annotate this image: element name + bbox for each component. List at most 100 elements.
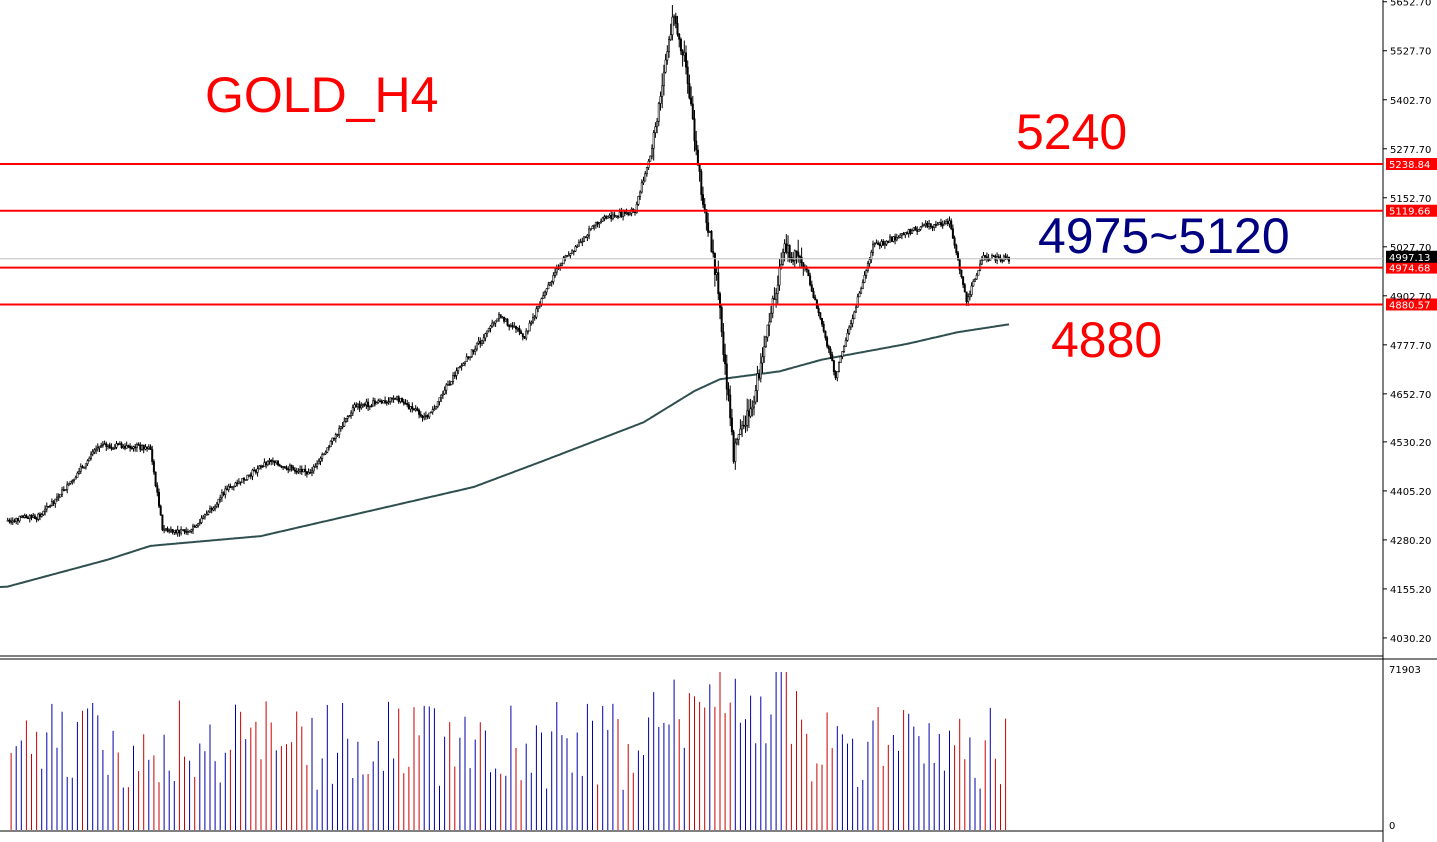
candle-body <box>824 330 827 338</box>
candle-body <box>312 466 315 472</box>
candle-body <box>701 194 704 205</box>
candle-body <box>885 240 888 245</box>
candle-body <box>683 52 686 56</box>
candle-body <box>307 472 310 475</box>
candle-body <box>577 242 580 247</box>
candle-body <box>276 460 279 466</box>
candle-body <box>217 498 220 505</box>
candle-body <box>963 284 966 293</box>
candle-body <box>613 214 616 217</box>
candle-body <box>38 513 41 517</box>
candle-body <box>639 191 642 197</box>
candle-body <box>166 528 169 532</box>
candle-body <box>275 460 278 463</box>
candle-body <box>129 446 132 449</box>
candle-body <box>877 242 880 245</box>
level-price-label: 5238.84 <box>1389 160 1430 171</box>
candle-body <box>120 443 123 449</box>
candle-body <box>764 336 767 348</box>
candle-body <box>154 471 157 486</box>
candle-body <box>499 314 502 318</box>
candle-body <box>135 443 138 449</box>
candle-body <box>807 269 810 277</box>
candle-body <box>59 493 62 498</box>
candle-body <box>953 237 956 246</box>
candle-body <box>832 360 835 373</box>
candle-body <box>418 410 421 415</box>
candle-body <box>314 466 317 468</box>
candle-body <box>530 321 533 324</box>
candle-body <box>686 66 689 84</box>
candle-body <box>1002 255 1005 261</box>
candle-body <box>302 468 305 473</box>
candle-body <box>164 528 167 530</box>
candle-body <box>327 446 330 448</box>
candle-body <box>115 443 118 448</box>
candle-body <box>316 463 319 467</box>
candle-body <box>548 282 551 286</box>
candle-body <box>147 446 150 449</box>
candle-body <box>717 272 720 294</box>
candle-body <box>856 296 859 308</box>
candle-body <box>55 496 58 500</box>
candle-body <box>137 443 140 446</box>
candle-body <box>30 514 33 518</box>
candle-body <box>373 400 376 405</box>
candle-body <box>565 255 568 257</box>
candle-body <box>525 330 528 339</box>
candle-body <box>628 212 631 215</box>
level-lines-layer: 5238.84 5119.66 4974.68 4880.57 <box>0 158 1437 311</box>
candle-body <box>124 446 127 449</box>
candle-body <box>798 255 801 258</box>
candle-body <box>543 291 546 297</box>
candle-body <box>287 468 290 471</box>
candle-body <box>846 332 849 341</box>
candle-body <box>504 318 507 322</box>
candle-body <box>531 316 534 323</box>
candle-body <box>943 223 946 226</box>
candle-body <box>1001 259 1004 262</box>
candle-body <box>523 336 526 339</box>
candle-body <box>865 270 868 276</box>
candle-body <box>718 293 721 308</box>
candle-body <box>261 465 264 468</box>
price-tick-label: 4405.20 <box>1390 487 1431 498</box>
candle-body <box>392 398 395 400</box>
candle-body <box>749 408 752 417</box>
candle-body <box>431 409 434 413</box>
candle-body <box>911 229 914 234</box>
candle-body <box>598 222 601 225</box>
candle-body <box>193 525 196 528</box>
candle-body <box>707 222 710 233</box>
candle-body <box>968 294 971 298</box>
candle-body <box>720 307 723 333</box>
candle-body <box>547 284 550 290</box>
candle-body <box>265 462 268 466</box>
candle-body <box>331 437 334 442</box>
candle-body <box>727 388 730 396</box>
candle-body <box>407 404 410 410</box>
candle-body <box>792 259 795 262</box>
candle-body <box>797 251 800 257</box>
candle-body <box>81 466 84 469</box>
candle-body <box>435 406 438 410</box>
candle-body <box>644 173 647 182</box>
candle-body <box>603 216 606 219</box>
candle-body <box>679 38 682 52</box>
candle-body <box>492 322 495 325</box>
candle-body <box>945 221 948 225</box>
candle-body <box>108 444 111 448</box>
current-price-tag <box>1386 250 1437 263</box>
candle-body <box>618 211 621 218</box>
candle-body <box>336 434 339 436</box>
candle-body <box>880 241 883 247</box>
candle-body <box>203 514 206 518</box>
candle-body <box>593 224 596 227</box>
candle-body <box>671 16 674 36</box>
candle-body <box>394 398 397 400</box>
candle-body <box>586 234 589 238</box>
candle-body <box>67 482 70 486</box>
candle-body <box>112 448 115 450</box>
candle-body <box>860 288 863 294</box>
